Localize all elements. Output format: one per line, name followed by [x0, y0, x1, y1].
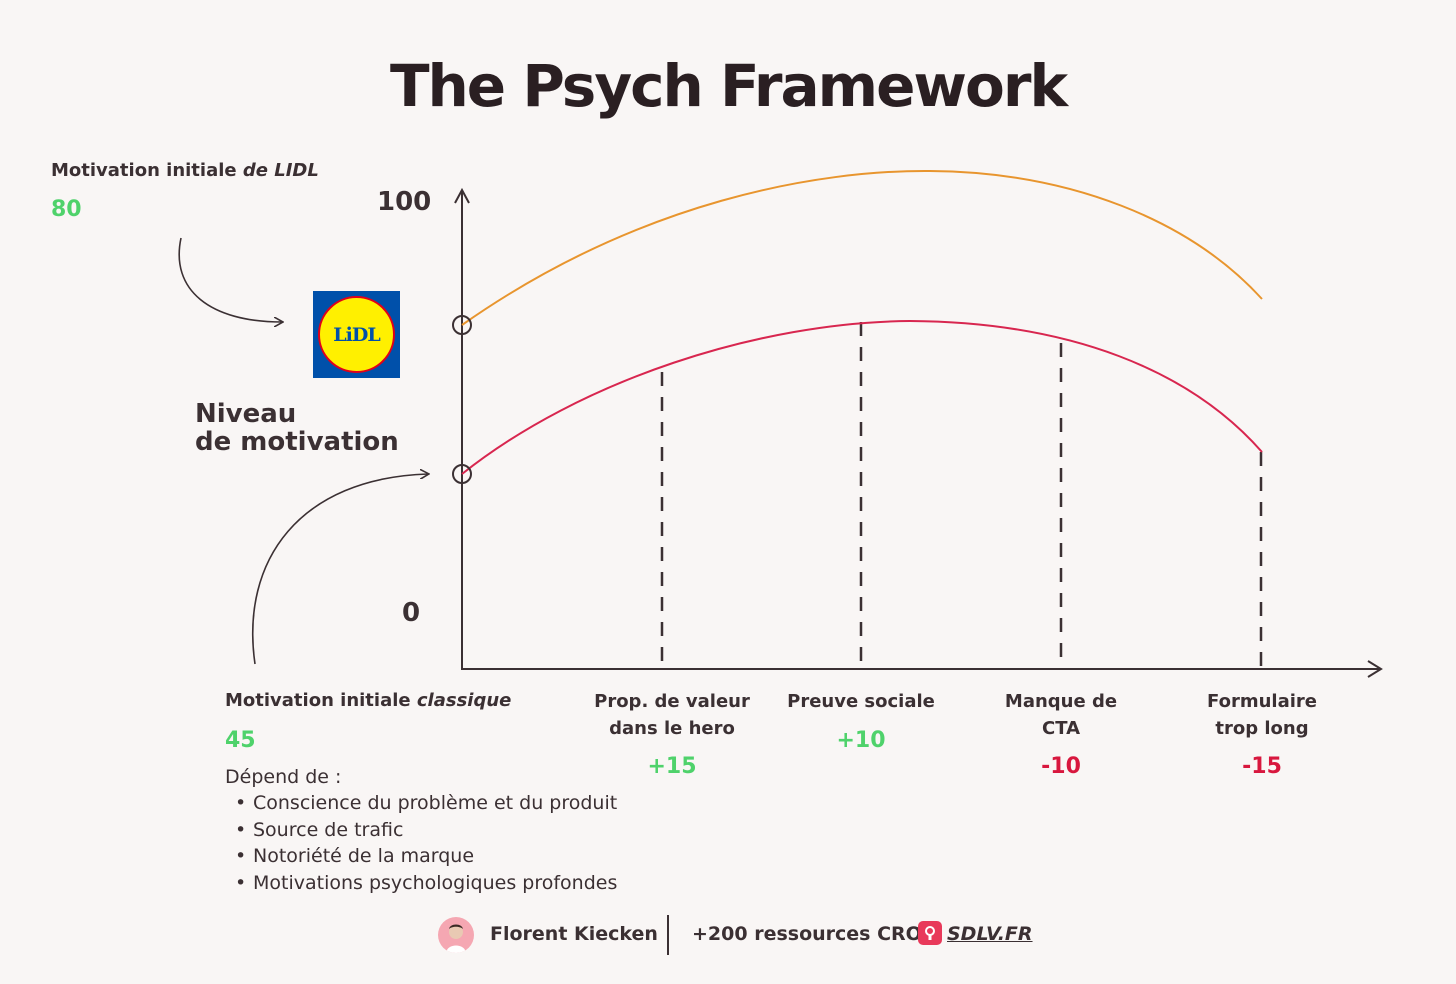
y-axis-tick-bottom: 0: [402, 598, 421, 628]
depends-label: Dépend de :: [225, 766, 342, 788]
step-label-long-form: Formulaire trop long: [1162, 688, 1362, 742]
step-label-missing-cta: Manque de CTA: [961, 688, 1161, 742]
page-title: The Psych Framework: [389, 52, 1068, 120]
step-label-line1: Preuve sociale: [787, 691, 935, 712]
step-delta-value-prop: +15: [647, 754, 697, 779]
factor-item: • Notoriété de la marque: [235, 845, 475, 867]
step-delta-social-proof: +10: [836, 728, 886, 753]
site-link[interactable]: SDLV.FR: [947, 923, 1033, 945]
factor-text: Motivations psychologiques profondes: [253, 871, 618, 894]
y-axis-tick-top: 100: [377, 187, 432, 217]
classic-motivation-label-em: classique: [416, 690, 512, 711]
step-label-social-proof: Preuve sociale: [761, 688, 961, 715]
classic-motivation-label: Motivation initiale classique: [225, 690, 511, 711]
author-name: Florent Kiecken: [490, 923, 658, 945]
classic-motivation-label-prefix: Motivation initiale: [225, 690, 417, 711]
step-label-line2: CTA: [1041, 718, 1081, 739]
factor-text: Source de trafic: [253, 818, 404, 841]
y-axis-arrow: [454, 187, 470, 204]
step-label-line1: Prop. de valeur: [594, 691, 750, 712]
factor-text: Conscience du problème et du produit: [253, 792, 618, 814]
step-label-line1: Manque de: [1004, 691, 1118, 712]
factor-item: • Source de trafic: [235, 818, 404, 841]
author-avatar-icon: [446, 924, 466, 953]
author-avatar: [438, 917, 474, 953]
step-label-value-prop: Prop. de valeur dans le hero: [572, 688, 772, 742]
classic-motivation-value: 45: [225, 728, 256, 753]
x-axis-arrow: [1367, 660, 1383, 678]
factors-list: • Conscience du problème et du produit • S…: [229, 790, 617, 896]
factor-text: Notoriété de la marque: [253, 845, 475, 867]
resources-label: +200 ressources CRO :: [692, 923, 937, 945]
lidl-motivation-label-em: de LIDL: [242, 160, 319, 181]
classic-annotation-arrow: [251, 474, 428, 665]
lidl-logo-circle: LiDL: [318, 296, 395, 373]
lidl-motivation-curve: [461, 169, 1263, 326]
classic-start-point: [452, 464, 472, 484]
lidl-logo: LiDL: [313, 291, 400, 378]
y-axis-label-line1: Niveau: [195, 399, 297, 429]
step-label-line2: dans le hero: [609, 718, 735, 739]
step-delta-long-form: -15: [1242, 754, 1282, 779]
factor-item: • Motivations psychologiques profondes: [235, 871, 618, 894]
keyhole-icon: [918, 921, 942, 945]
lidl-start-point: [452, 315, 472, 335]
lidl-motivation-value: 80: [51, 197, 82, 222]
step-label-line2: trop long: [1215, 718, 1309, 739]
lidl-motivation-label: Motivation initiale de LIDL: [51, 160, 319, 181]
y-axis-label: Niveau de motivation: [195, 400, 399, 456]
footer-divider: [667, 915, 669, 955]
keyhole-icon-glyph: [925, 926, 935, 940]
lidl-annotation-arrow: [178, 237, 282, 322]
classic-motivation-curve: [461, 319, 1263, 475]
factor-item: • Conscience du problème et du produit: [235, 792, 618, 814]
step-label-line1: Formulaire: [1207, 691, 1317, 712]
y-axis-label-line2: de motivation: [195, 427, 399, 457]
lidl-logo-text: LiDL: [333, 323, 380, 346]
step-delta-missing-cta: -10: [1041, 754, 1081, 779]
lidl-motivation-label-prefix: Motivation initiale: [51, 160, 243, 181]
